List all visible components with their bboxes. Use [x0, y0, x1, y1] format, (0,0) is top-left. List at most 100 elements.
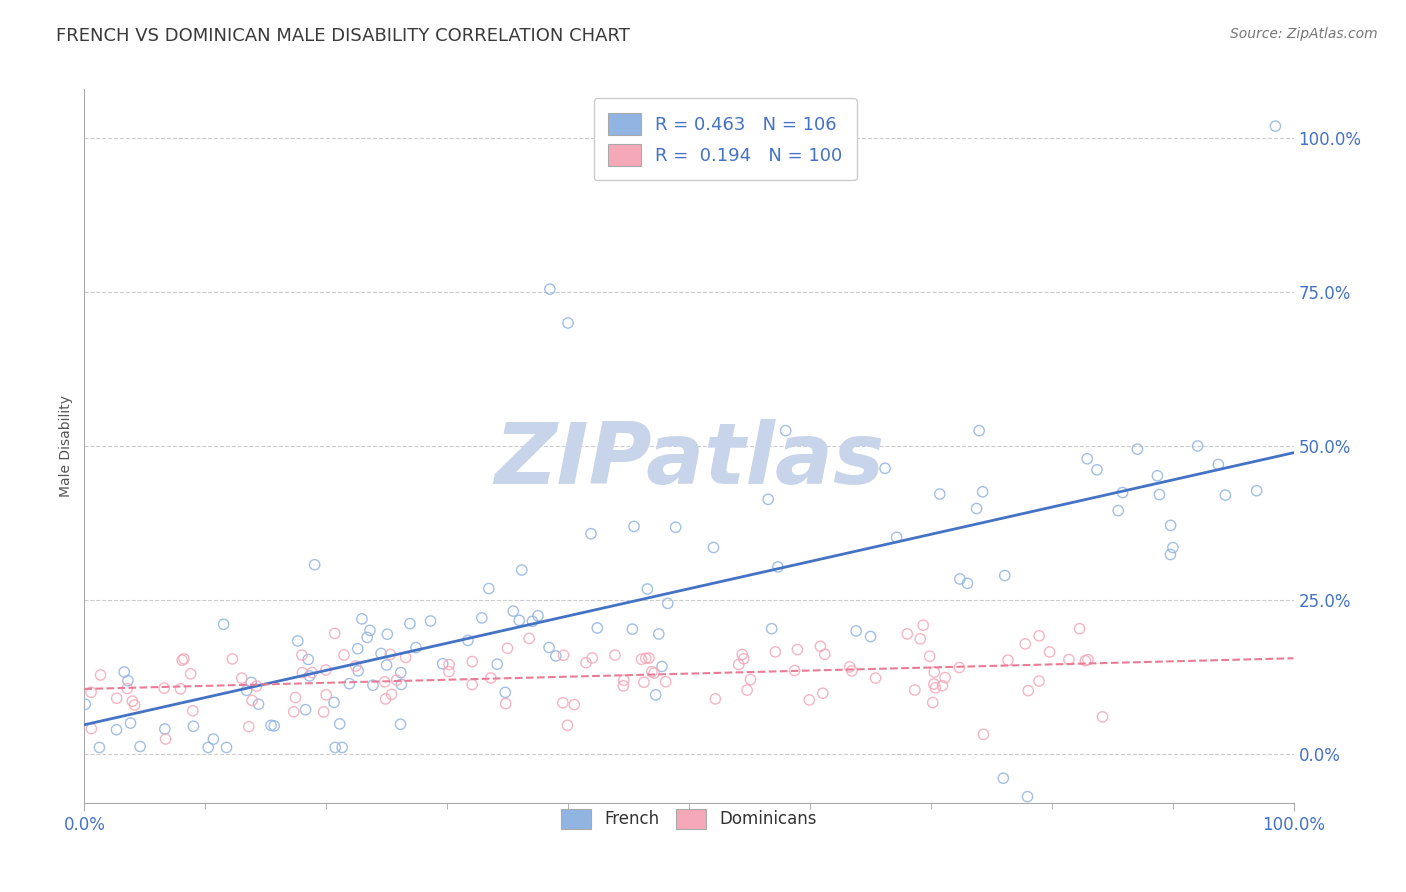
- Point: [966, 501, 988, 516]
- Point: [735, 683, 758, 698]
- Point: [80, 722, 103, 736]
- Point: [247, 697, 270, 711]
- Point: [1076, 451, 1098, 466]
- Point: [654, 674, 676, 689]
- Point: [1039, 645, 1062, 659]
- Point: [432, 657, 454, 671]
- Point: [922, 677, 945, 691]
- Point: [702, 541, 724, 555]
- Point: [197, 740, 219, 755]
- Point: [346, 641, 368, 656]
- Point: [502, 604, 524, 618]
- Point: [1264, 119, 1286, 133]
- Point: [727, 657, 749, 672]
- Point: [621, 622, 644, 636]
- Point: [89, 740, 111, 755]
- Point: [304, 558, 326, 572]
- Point: [437, 665, 460, 679]
- Point: [1215, 488, 1237, 502]
- Point: [419, 614, 441, 628]
- Point: [297, 652, 319, 666]
- Point: [517, 632, 540, 646]
- Point: [457, 633, 479, 648]
- Point: [766, 560, 789, 574]
- Point: [638, 651, 661, 665]
- Point: [1074, 654, 1097, 668]
- Point: [437, 657, 460, 672]
- Point: [298, 669, 321, 683]
- Point: [105, 691, 128, 706]
- Point: [169, 681, 191, 696]
- Point: [245, 679, 267, 693]
- Point: [329, 717, 352, 731]
- Point: [527, 608, 550, 623]
- Point: [389, 665, 412, 680]
- Point: [235, 683, 257, 698]
- Point: [641, 665, 664, 679]
- Point: [756, 492, 779, 507]
- Point: [1057, 652, 1080, 666]
- Point: [374, 692, 396, 706]
- Point: [994, 568, 1017, 582]
- Point: [323, 740, 346, 755]
- Point: [838, 660, 860, 674]
- Point: [763, 645, 786, 659]
- Point: [931, 679, 953, 693]
- Point: [538, 282, 561, 296]
- Point: [238, 720, 260, 734]
- Point: [183, 719, 205, 733]
- Point: [105, 723, 128, 737]
- Point: [124, 698, 146, 712]
- Text: Source: ZipAtlas.com: Source: ZipAtlas.com: [1230, 27, 1378, 41]
- Point: [967, 424, 990, 438]
- Point: [522, 615, 544, 629]
- Point: [215, 740, 238, 755]
- Point: [1111, 485, 1133, 500]
- Point: [1187, 439, 1209, 453]
- Point: [865, 671, 887, 685]
- Point: [399, 616, 422, 631]
- Point: [761, 622, 783, 636]
- Point: [538, 640, 561, 655]
- Y-axis label: Male Disability: Male Disability: [59, 395, 73, 497]
- Point: [1160, 518, 1182, 533]
- Point: [120, 716, 142, 731]
- Text: FRENCH VS DOMINICAN MALE DISABILITY CORRELATION CHART: FRENCH VS DOMINICAN MALE DISABILITY CORR…: [56, 27, 630, 45]
- Point: [1246, 483, 1268, 498]
- Point: [153, 722, 176, 736]
- Point: [651, 659, 673, 673]
- Point: [557, 718, 579, 732]
- Point: [359, 624, 381, 638]
- Point: [1159, 548, 1181, 562]
- Point: [841, 664, 863, 678]
- Point: [323, 695, 346, 709]
- Point: [461, 655, 484, 669]
- Point: [80, 685, 103, 699]
- Point: [173, 652, 195, 666]
- Point: [283, 705, 305, 719]
- Point: [495, 697, 517, 711]
- Point: [129, 739, 152, 754]
- Point: [339, 676, 361, 690]
- Point: [997, 653, 1019, 667]
- Point: [461, 678, 484, 692]
- Point: [948, 660, 970, 674]
- Point: [1017, 789, 1039, 804]
- Point: [172, 653, 194, 667]
- Point: [356, 631, 378, 645]
- Point: [221, 652, 243, 666]
- Point: [389, 717, 412, 731]
- Point: [212, 617, 235, 632]
- Point: [949, 572, 972, 586]
- Point: [75, 698, 97, 712]
- Point: [263, 719, 285, 733]
- Point: [510, 563, 533, 577]
- Point: [623, 519, 645, 533]
- Point: [665, 520, 688, 534]
- Point: [586, 621, 609, 635]
- Point: [1028, 674, 1050, 689]
- Point: [634, 651, 657, 665]
- Point: [1161, 541, 1184, 555]
- Point: [117, 673, 139, 688]
- Text: ZIPatlas: ZIPatlas: [494, 418, 884, 502]
